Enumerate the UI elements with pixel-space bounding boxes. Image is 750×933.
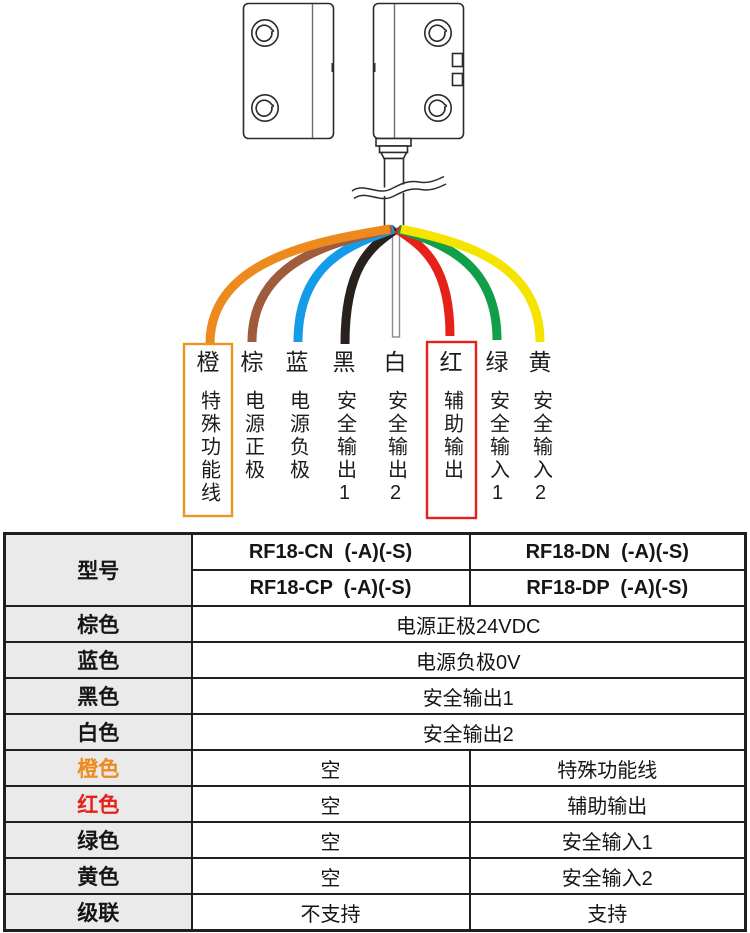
wire-color-name: 蓝: [285, 349, 309, 375]
wire-function: 电源负极: [286, 390, 309, 483]
wire-color-name: 橙: [196, 349, 220, 375]
table-row: 蓝色 电源负极0V: [3, 641, 747, 679]
spec-table: 型号 RF18-CN (-A)(-S) RF18-DN (-A)(-S) RF1…: [3, 532, 747, 932]
cable-break-squiggle: [351, 175, 445, 192]
wire-color-name: 红: [439, 349, 463, 375]
table-row: 绿色 空 安全输入1: [3, 821, 747, 859]
table-row: 棕色 电源正极24VDC: [3, 605, 747, 643]
sensor-device-drawing: [372, 2, 465, 140]
led-indicator-icon: [451, 52, 464, 68]
row-value: 空: [190, 857, 471, 895]
row-label: 黄色: [3, 857, 193, 895]
row-value: 安全输入2: [468, 857, 747, 895]
row-value: 特殊功能线: [468, 749, 747, 787]
row-value: 电源负极0V: [190, 641, 747, 679]
wire-yellow: [400, 224, 545, 343]
wire-color-name: 黑: [332, 349, 356, 375]
screw-hole-icon: [424, 94, 452, 122]
wire-label-orange: 橙 特殊功能线: [185, 349, 231, 505]
row-value: 支持: [468, 893, 747, 932]
wire-function: 安全输出1: [333, 390, 356, 508]
led-indicator-icon: [451, 72, 464, 87]
row-label: 级联: [3, 893, 193, 932]
actuator-device-drawing: [242, 2, 335, 140]
row-value: 空: [190, 821, 471, 859]
wire-label-green: 绿 安全输入1: [474, 349, 520, 507]
wire-label-yellow: 黄 安全输入2: [517, 349, 563, 507]
row-label: 黑色: [3, 677, 193, 715]
table-row: 黑色 安全输出1: [3, 677, 747, 715]
row-value: 不支持: [190, 893, 471, 932]
red-wire-highlight-box: [425, 340, 478, 520]
row-value: 空: [190, 785, 471, 823]
table-row: 黄色 空 安全输入2: [3, 857, 747, 895]
wires-group: [205, 224, 545, 345]
wire-label-white: 白 安全输出2: [372, 349, 418, 507]
row-label: 绿色: [3, 821, 193, 859]
wire-orange: [205, 224, 391, 345]
row-value: 安全输出1: [190, 677, 747, 715]
wire-label-blue: 蓝 电源负极: [274, 349, 320, 482]
table-row: 白色 安全输出2: [3, 713, 747, 751]
row-label: 橙色: [3, 749, 193, 787]
row-label: 蓝色: [3, 641, 193, 679]
screw-hole-icon: [251, 19, 279, 47]
wire-white: [391, 228, 401, 338]
screw-hole-icon: [251, 94, 279, 122]
wire-function: 安全输入2: [529, 390, 552, 508]
cable-break-mask: [351, 178, 446, 201]
wire-color-name: 白: [383, 349, 407, 375]
wire-label-brown: 棕 电源正极: [229, 349, 275, 482]
model-cell: RF18-DP (-A)(-S): [468, 569, 747, 607]
wire-color-name: 黄: [528, 349, 552, 375]
model-cell: RF18-CP (-A)(-S): [190, 569, 471, 607]
wire-function: 安全输出2: [384, 390, 407, 508]
row-label: 红色: [3, 785, 193, 823]
screw-hole-icon: [424, 19, 452, 47]
table-row: 红色 空 辅助输出: [3, 785, 747, 823]
row-value: 辅助输出: [468, 785, 747, 823]
table-row: 橙色 空 特殊功能线: [3, 749, 747, 787]
orange-wire-highlight-box: [182, 342, 234, 518]
row-value: 安全输入1: [468, 821, 747, 859]
wire-function: 电源正极: [241, 390, 264, 483]
wire-label-red: 红 辅助输出: [428, 349, 474, 482]
row-value: 空: [190, 749, 471, 787]
wiring-diagram: [182, 2, 545, 520]
wire-function: 特殊功能线: [197, 390, 220, 506]
wire-label-black: 黑 安全输出1: [321, 349, 367, 507]
cable-break-squiggle: [353, 183, 447, 200]
row-value: 安全输出2: [190, 713, 747, 751]
row-value: 电源正极24VDC: [190, 605, 747, 643]
table-row: 级联 不支持 支持: [3, 893, 747, 932]
cable-drawing: [351, 137, 447, 230]
wire-function: 安全输入1: [486, 390, 509, 508]
row-label: 白色: [3, 713, 193, 751]
model-cell: RF18-CN (-A)(-S): [190, 532, 471, 571]
model-header-label: 型号: [3, 532, 193, 607]
wire-color-name: 绿: [485, 349, 509, 375]
wire-color-name: 棕: [240, 349, 264, 375]
wire-function: 辅助输出: [440, 390, 463, 483]
row-label: 棕色: [3, 605, 193, 643]
model-cell: RF18-DN (-A)(-S): [468, 532, 747, 571]
